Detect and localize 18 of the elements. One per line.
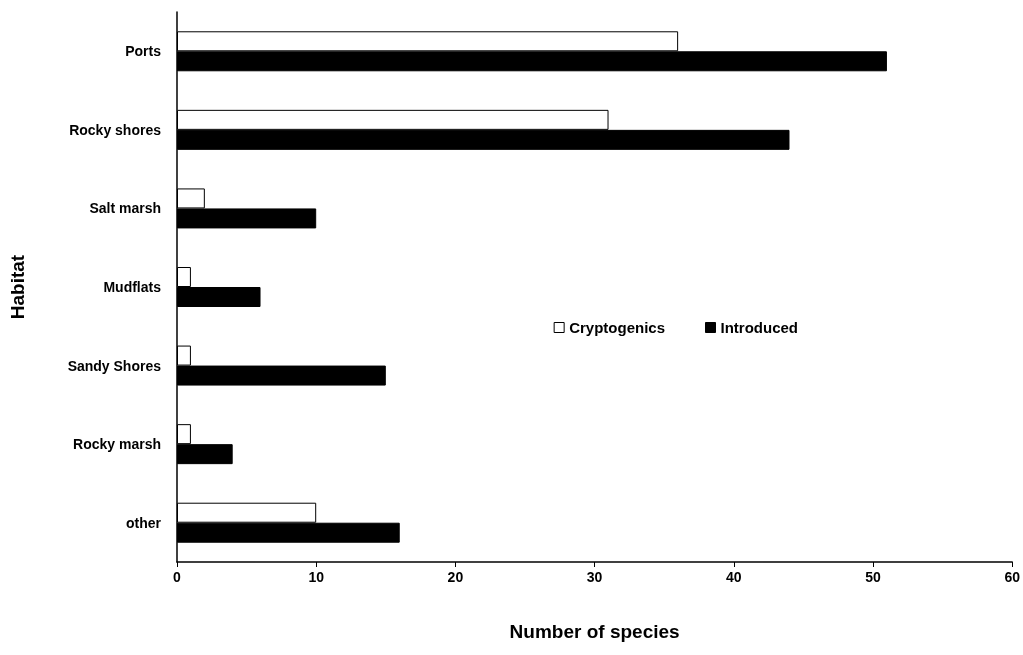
y-tick-label: Ports: [125, 43, 162, 60]
x-tick-label: 10: [308, 569, 325, 585]
x-tick-label: 40: [726, 569, 742, 585]
y-tick-label: Rocky shores: [69, 121, 162, 138]
legend-label: Cryptogenics: [569, 319, 666, 336]
y-tick-label: other: [126, 514, 162, 531]
x-tick-label: 50: [865, 569, 882, 585]
x-tick-label: 20: [447, 569, 464, 585]
x-tick-label: 60: [1004, 569, 1021, 585]
y-axis-title: Habitat: [7, 254, 28, 320]
x-axis-title: Number of species: [509, 621, 680, 642]
y-tick-label: Sandy Shores: [67, 357, 162, 374]
y-tick-label: Rocky marsh: [73, 436, 161, 453]
legend-label: Introduced: [720, 319, 798, 336]
y-tick-label: Mudflats: [103, 279, 162, 295]
y-tick-label: Salt marsh: [89, 200, 161, 217]
x-tick-label: 30: [586, 569, 603, 585]
x-tick-label: 0: [173, 569, 182, 585]
